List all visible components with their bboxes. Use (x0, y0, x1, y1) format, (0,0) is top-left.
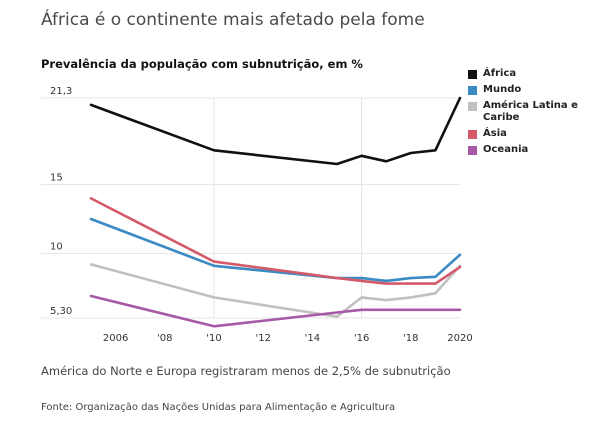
legend-item: América Latina e Caribe (468, 100, 598, 124)
legend-item: Oceania (468, 144, 598, 156)
x-tick-label: '12 (255, 333, 270, 344)
legend-label: América Latina e Caribe (483, 100, 578, 123)
series-line-5 (89, 294, 462, 328)
series-line-1 (89, 96, 462, 166)
legend-swatch (468, 146, 477, 155)
chart-title: Prevalência da população com subnutrição… (41, 57, 363, 71)
source-note: Fonte: Organização das Nações Unidas par… (41, 402, 396, 413)
series-line-3 (89, 263, 462, 318)
x-tick-label: '18 (403, 333, 418, 344)
x-tick-label: '14 (305, 333, 320, 344)
legend-label: Oceania (483, 144, 529, 155)
y-tick-label: 5,30 (50, 306, 72, 317)
x-tick-label: '16 (354, 333, 369, 344)
series-line-2 (89, 217, 462, 283)
legend-swatch (468, 102, 477, 111)
legend-swatch (468, 130, 477, 139)
x-tick-label: '08 (157, 333, 172, 344)
footnote: América do Norte e Europa registraram me… (41, 364, 451, 378)
y-tick-label: 21,3 (50, 86, 72, 97)
legend-label: Ásia (483, 128, 507, 139)
y-tick-label: 15 (50, 173, 63, 184)
series-line-4 (89, 197, 462, 285)
page-title: África é o continente mais afetado pela … (41, 10, 425, 30)
y-tick-label: 10 (50, 241, 63, 252)
legend-swatch (468, 70, 477, 79)
x-tick-label: 2020 (447, 333, 472, 344)
y-axis: 21,3 15 10 5,30 (50, 86, 72, 317)
legend-item: Mundo (468, 84, 598, 96)
gridlines (41, 97, 460, 319)
series-lines (89, 96, 462, 328)
legend-label: Mundo (483, 84, 522, 95)
legend-item: Ásia (468, 128, 598, 140)
legend-item: África (468, 68, 598, 80)
x-axis: 2006 '08 '10 '12 '14 '16 '18 2020 (103, 333, 473, 344)
legend-label: África (483, 68, 517, 79)
x-tick-label: '10 (206, 333, 221, 344)
x-tick-label: 2006 (103, 333, 128, 344)
legend-swatch (468, 86, 477, 95)
legend: África Mundo América Latina e Caribe Ásia Oc… (468, 68, 598, 160)
